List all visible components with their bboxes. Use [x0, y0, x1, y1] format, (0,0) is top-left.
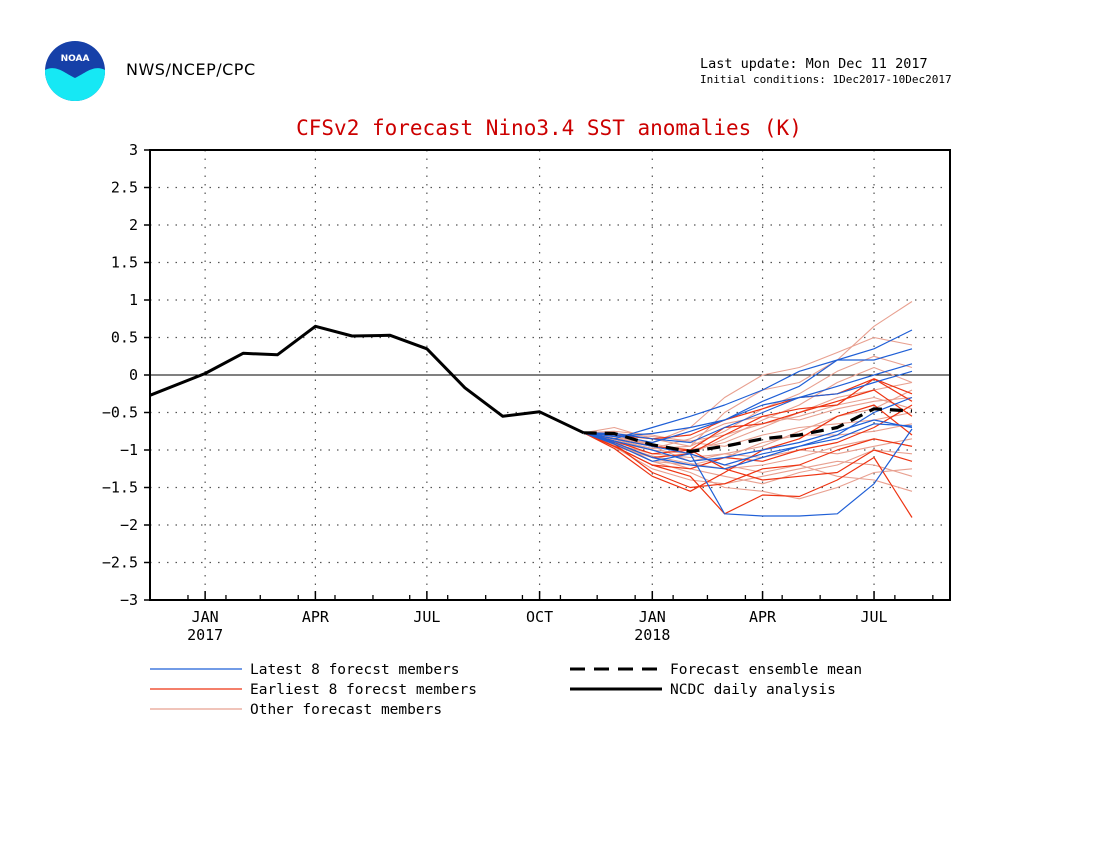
x-tick-label: APR: [302, 608, 330, 626]
legend-label-latest: Latest 8 forecst members: [250, 662, 460, 678]
other-member-line: [583, 423, 913, 466]
x-tick-year-label: 2018: [634, 626, 670, 644]
y-tick-label: −0.5: [102, 404, 138, 422]
noaa-logo: NOAA: [45, 41, 105, 101]
y-tick-label: −2.5: [102, 554, 138, 572]
legend-label-other: Other forecast members: [250, 702, 442, 718]
y-tick-label: 2: [129, 216, 138, 234]
x-tick-label: JAN: [192, 608, 219, 626]
update-info: Last update: Mon Dec 11 2017 Initial con…: [700, 56, 952, 88]
analysis-line: [149, 324, 585, 435]
axes: 32.521.510.50−0.5−1−1.5−2−2.5−3JAN2017AP…: [102, 141, 934, 644]
agency-label: NWS/NCEP/CPC: [126, 60, 256, 79]
y-tick-label: 1: [129, 291, 138, 309]
latest-member-line: [583, 363, 913, 444]
ensemble-mean-line: [583, 407, 913, 454]
x-tick-label: OCT: [526, 608, 553, 626]
earliest-member-line: [583, 389, 913, 455]
y-tick-label: 3: [129, 141, 138, 159]
latest-member-line: [583, 370, 913, 438]
earliest-member-line: [583, 404, 913, 492]
latest-member-line: [583, 428, 913, 517]
earliest-member-line: [583, 378, 913, 440]
legend: Latest 8 forecst members Earliest 8 fore…: [150, 662, 862, 718]
other-member-line: [583, 432, 913, 459]
latest-member-line: [583, 396, 913, 470]
latest-member-line: [583, 423, 913, 466]
y-tick-label: −1.5: [102, 479, 138, 497]
y-tick-label: 0: [129, 366, 138, 384]
x-tick-year-label: 2017: [187, 626, 223, 644]
x-tick-label: APR: [749, 608, 777, 626]
initial-conditions-text: Initial conditions: 1Dec2017-10Dec2017: [700, 73, 952, 86]
chart-title: CFSv2 forecast Nino3.4 SST anomalies (K): [296, 116, 802, 140]
legend-label-mean: Forecast ensemble mean: [670, 662, 862, 678]
x-tick-label: JAN: [639, 608, 666, 626]
other-member-line: [583, 432, 913, 500]
y-tick-label: −1: [120, 441, 138, 459]
y-tick-label: 1.5: [111, 254, 138, 272]
other-member-line: [583, 301, 913, 447]
grid: [150, 150, 950, 600]
logo-gull: [45, 68, 105, 101]
y-tick-label: 0.5: [111, 329, 138, 347]
last-update-text: Last update: Mon Dec 11 2017: [700, 56, 928, 72]
analysis-line-group: [149, 324, 585, 435]
y-tick-label: −2: [120, 516, 138, 534]
ensemble-mean-group: [583, 407, 913, 454]
other-members: [583, 301, 913, 500]
latest-member-line: [583, 329, 913, 440]
x-tick-label: JUL: [860, 608, 887, 626]
other-member-line: [583, 381, 913, 451]
earliest-member-line: [583, 432, 913, 489]
latest-member-line: [583, 419, 913, 462]
x-tick-label: JUL: [413, 608, 440, 626]
legend-label-earliest: Earliest 8 forecst members: [250, 682, 477, 698]
y-tick-label: −3: [120, 591, 138, 609]
legend-label-analysis: NCDC daily analysis: [670, 682, 836, 698]
latest-members: [583, 329, 913, 517]
y-tick-label: 2.5: [111, 179, 138, 197]
logo-text: NOAA: [61, 54, 90, 64]
